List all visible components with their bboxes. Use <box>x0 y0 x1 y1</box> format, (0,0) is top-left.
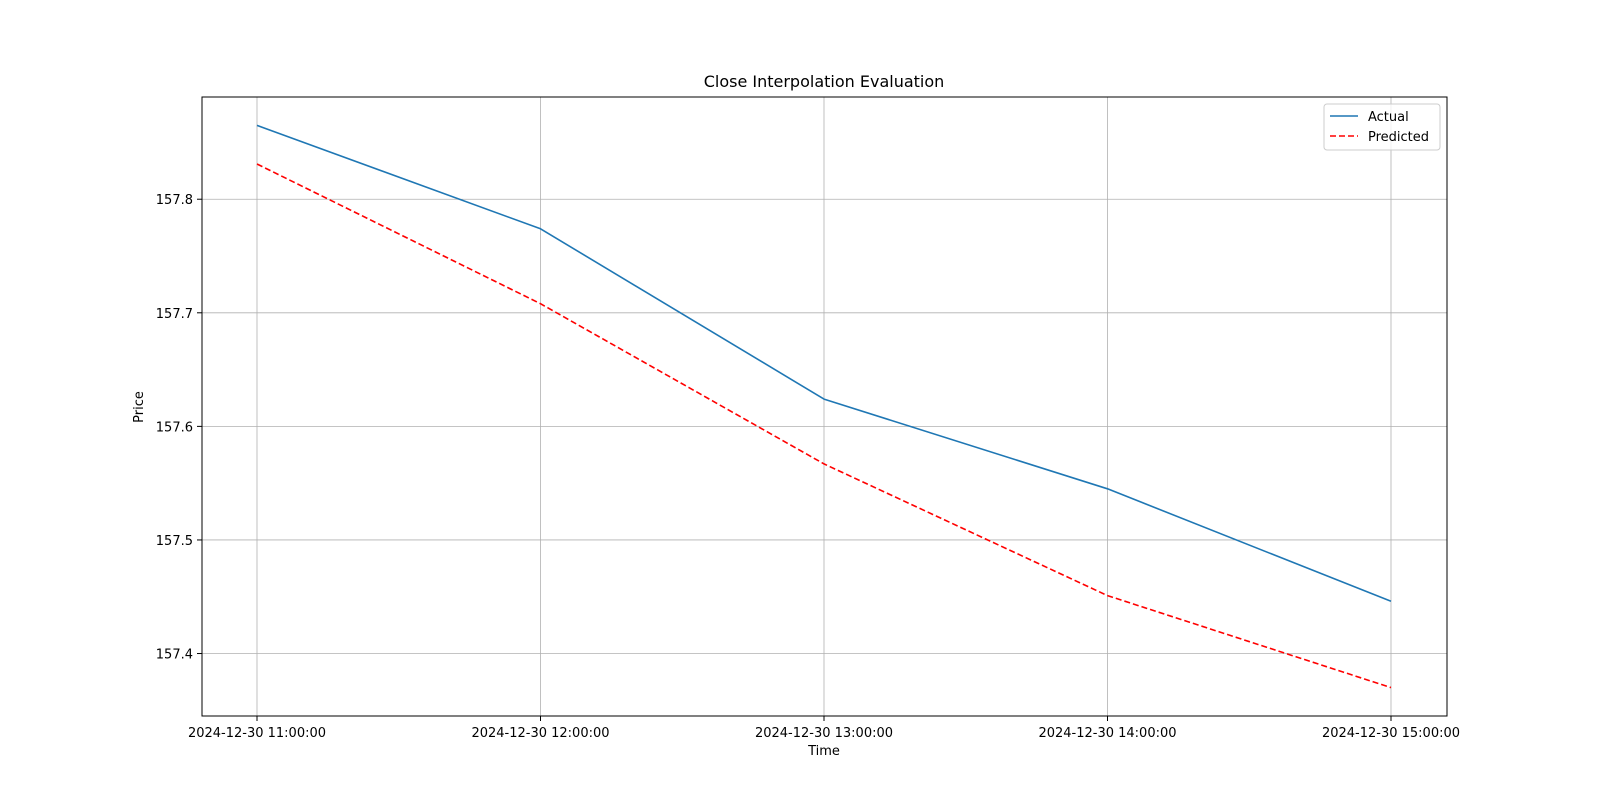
series-line-actual <box>256 124 1392 603</box>
x-tick-label: 2024-12-30 13:00:00 <box>755 726 893 741</box>
series-layer <box>256 124 1392 689</box>
y-tick-label: 157.6 <box>156 420 193 435</box>
y-tick-label: 157.5 <box>156 534 193 549</box>
grid <box>202 97 1447 716</box>
series-line-predicted <box>256 163 1392 689</box>
y-axis: 157.4 157.5 157.6 157.7 157.8 <box>156 193 202 663</box>
legend-label-predicted: Predicted <box>1368 130 1429 145</box>
x-tick-label: 2024-12-30 15:00:00 <box>1322 726 1460 741</box>
y-tick-label: 157.8 <box>156 193 193 208</box>
y-tick-label: 157.7 <box>156 307 193 322</box>
x-tick-label: 2024-12-30 14:00:00 <box>1038 726 1176 741</box>
x-axis-label: Time <box>807 744 840 759</box>
x-tick-label: 2024-12-30 11:00:00 <box>188 726 326 741</box>
x-tick-label: 2024-12-30 12:00:00 <box>471 726 609 741</box>
y-axis-label: Price <box>132 391 147 423</box>
legend: Actual Predicted <box>1323 103 1441 151</box>
plot-frame <box>201 96 1448 717</box>
x-axis: 2024-12-30 11:00:00 2024-12-30 12:00:00 20… <box>188 716 1460 741</box>
legend-label-actual: Actual <box>1368 110 1409 125</box>
chart-title: Close Interpolation Evaluation <box>704 72 945 91</box>
y-tick-label: 157.4 <box>156 648 193 663</box>
